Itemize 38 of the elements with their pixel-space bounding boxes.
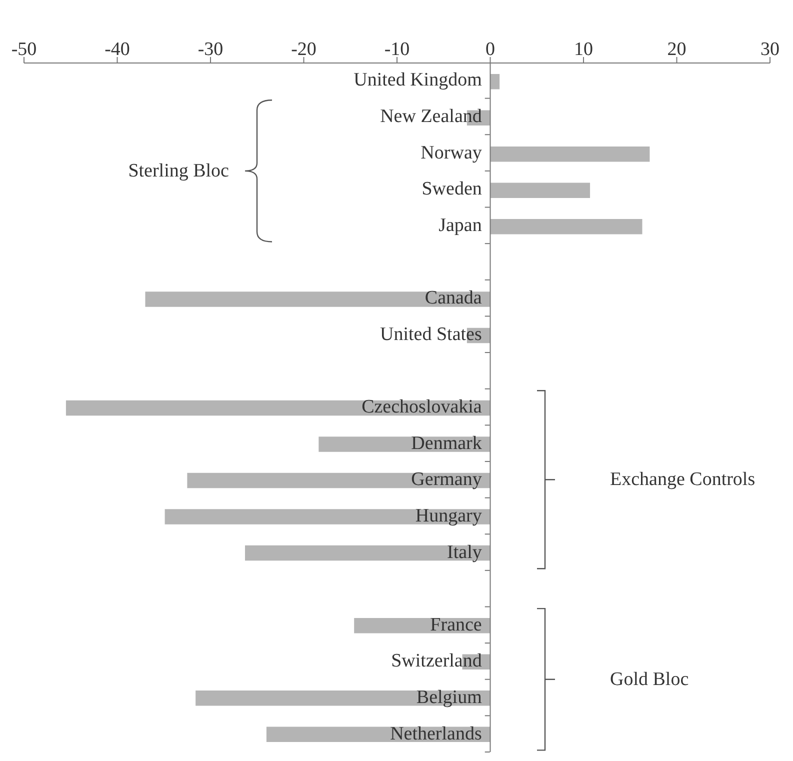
bar [490,146,650,162]
y-tick-label: Sweden [422,178,482,200]
y-tick-label: Netherlands [390,723,482,744]
y-tick-label: Norway [420,142,482,164]
y-tick-label: Hungary [415,505,482,526]
y-tick-label: Canada [424,288,482,309]
bar [145,292,490,307]
y-tick-label: United Kingdom [354,70,482,91]
annotation: Gold Bloc [610,668,689,690]
bar [164,509,490,524]
bar [66,400,490,416]
bar [490,74,500,90]
y-tick-label: Denmark [411,432,482,454]
y-tick-label: Czechoslovakia [362,396,482,418]
y-tick-label: Belgium [416,687,482,708]
x-tick-label: -20 [291,39,316,60]
bar [490,219,642,234]
x-tick-label: 0 [486,39,495,60]
bar [490,182,590,198]
annotation: Sterling Bloc [128,160,229,182]
y-tick-label: Switzerland [391,650,482,672]
bar [245,545,490,561]
x-tick-label: 20 [667,39,686,60]
x-tick-label: -40 [104,39,130,60]
x-tick-label: -50 [11,39,37,60]
annotation: Exchange Controls [610,469,756,490]
y-tick-label: Germany [411,469,482,490]
y-tick-label: Italy [447,542,482,563]
y-tick-label: United States [380,324,482,345]
y-tick-label: New Zealand [380,106,482,127]
x-tick-label: -30 [198,39,224,60]
x-tick-label: 30 [760,39,780,60]
bar [196,690,490,706]
y-tick-label: Japan [438,214,482,236]
x-tick-label: -10 [384,39,410,60]
y-tick-label: France [430,614,482,636]
x-tick-label: 10 [574,39,593,60]
bar [187,472,490,488]
